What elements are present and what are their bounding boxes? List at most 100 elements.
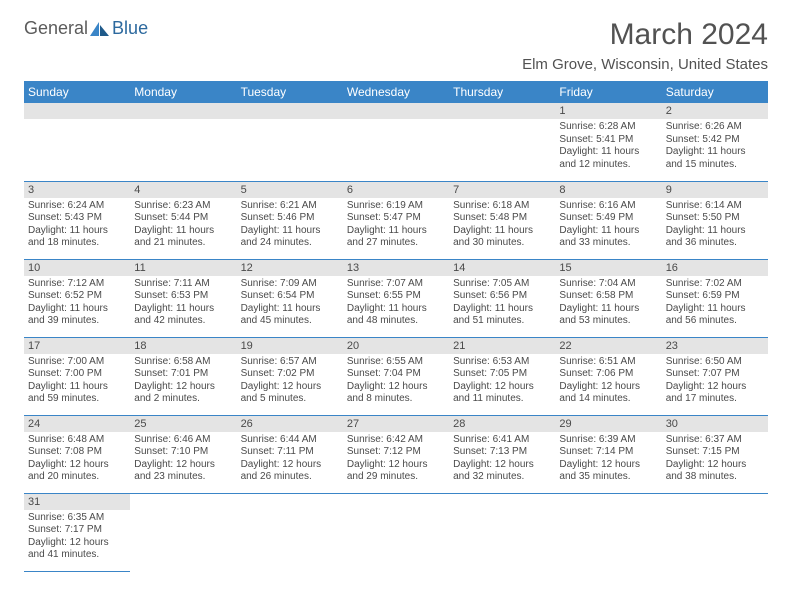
- day-body: Sunrise: 7:04 AMSunset: 6:58 PMDaylight:…: [555, 276, 661, 332]
- calendar-header: SundayMondayTuesdayWednesdayThursdayFrid…: [24, 81, 768, 103]
- calendar-cell: 26Sunrise: 6:44 AMSunset: 7:11 PMDayligh…: [237, 415, 343, 493]
- sunrise-text: Sunrise: 6:16 AM: [559, 200, 657, 213]
- day-number: 9: [662, 182, 768, 198]
- logo-text-blue: Blue: [112, 18, 148, 39]
- sunset-text: Sunset: 5:47 PM: [347, 212, 445, 225]
- daylight-text: Daylight: 11 hours and 53 minutes.: [559, 303, 657, 328]
- day-number: 29: [555, 416, 661, 432]
- sunrise-text: Sunrise: 6:23 AM: [134, 200, 232, 213]
- calendar-cell: 9Sunrise: 6:14 AMSunset: 5:50 PMDaylight…: [662, 181, 768, 259]
- day-body: Sunrise: 6:42 AMSunset: 7:12 PMDaylight:…: [343, 432, 449, 488]
- day-number: 17: [24, 338, 130, 354]
- sunset-text: Sunset: 6:58 PM: [559, 290, 657, 303]
- sunrise-text: Sunrise: 6:37 AM: [666, 434, 764, 447]
- day-body: Sunrise: 7:05 AMSunset: 6:56 PMDaylight:…: [449, 276, 555, 332]
- day-number: 26: [237, 416, 343, 432]
- sunset-text: Sunset: 7:08 PM: [28, 446, 126, 459]
- calendar-row: 1Sunrise: 6:28 AMSunset: 5:41 PMDaylight…: [24, 103, 768, 181]
- weekday-header: Friday: [555, 81, 661, 103]
- day-body: Sunrise: 7:07 AMSunset: 6:55 PMDaylight:…: [343, 276, 449, 332]
- calendar-cell: 15Sunrise: 7:04 AMSunset: 6:58 PMDayligh…: [555, 259, 661, 337]
- day-body: Sunrise: 6:24 AMSunset: 5:43 PMDaylight:…: [24, 198, 130, 254]
- day-number: 7: [449, 182, 555, 198]
- day-body: Sunrise: 6:26 AMSunset: 5:42 PMDaylight:…: [662, 119, 768, 175]
- weekday-header: Tuesday: [237, 81, 343, 103]
- day-number: 14: [449, 260, 555, 276]
- calendar-cell: [449, 493, 555, 571]
- calendar-cell: 31Sunrise: 6:35 AMSunset: 7:17 PMDayligh…: [24, 493, 130, 571]
- sunset-text: Sunset: 5:49 PM: [559, 212, 657, 225]
- daylight-text: Daylight: 11 hours and 36 minutes.: [666, 225, 764, 250]
- sunrise-text: Sunrise: 6:55 AM: [347, 356, 445, 369]
- calendar-cell: 3Sunrise: 6:24 AMSunset: 5:43 PMDaylight…: [24, 181, 130, 259]
- weekday-header: Sunday: [24, 81, 130, 103]
- day-number: 10: [24, 260, 130, 276]
- sunset-text: Sunset: 7:06 PM: [559, 368, 657, 381]
- day-number: 18: [130, 338, 236, 354]
- day-number: 22: [555, 338, 661, 354]
- header: General Blue March 2024: [24, 18, 768, 52]
- calendar-cell: 29Sunrise: 6:39 AMSunset: 7:14 PMDayligh…: [555, 415, 661, 493]
- calendar-cell: 8Sunrise: 6:16 AMSunset: 5:49 PMDaylight…: [555, 181, 661, 259]
- sunset-text: Sunset: 7:13 PM: [453, 446, 551, 459]
- sunrise-text: Sunrise: 7:02 AM: [666, 278, 764, 291]
- calendar-cell: 20Sunrise: 6:55 AMSunset: 7:04 PMDayligh…: [343, 337, 449, 415]
- calendar-cell: 22Sunrise: 6:51 AMSunset: 7:06 PMDayligh…: [555, 337, 661, 415]
- day-body: Sunrise: 6:28 AMSunset: 5:41 PMDaylight:…: [555, 119, 661, 175]
- daylight-text: Daylight: 12 hours and 2 minutes.: [134, 381, 232, 406]
- location-text: Elm Grove, Wisconsin, United States: [24, 56, 768, 73]
- day-number: 12: [237, 260, 343, 276]
- calendar-cell: 1Sunrise: 6:28 AMSunset: 5:41 PMDaylight…: [555, 103, 661, 181]
- sunset-text: Sunset: 6:59 PM: [666, 290, 764, 303]
- title-block: March 2024: [610, 18, 768, 52]
- day-body: Sunrise: 6:48 AMSunset: 7:08 PMDaylight:…: [24, 432, 130, 488]
- daylight-text: Daylight: 11 hours and 18 minutes.: [28, 225, 126, 250]
- sunrise-text: Sunrise: 6:41 AM: [453, 434, 551, 447]
- calendar-cell: 12Sunrise: 7:09 AMSunset: 6:54 PMDayligh…: [237, 259, 343, 337]
- sunrise-text: Sunrise: 7:00 AM: [28, 356, 126, 369]
- calendar-cell: 19Sunrise: 6:57 AMSunset: 7:02 PMDayligh…: [237, 337, 343, 415]
- day-body: Sunrise: 6:57 AMSunset: 7:02 PMDaylight:…: [237, 354, 343, 410]
- day-number: 28: [449, 416, 555, 432]
- sunset-text: Sunset: 5:44 PM: [134, 212, 232, 225]
- sunrise-text: Sunrise: 7:07 AM: [347, 278, 445, 291]
- daylight-text: Daylight: 12 hours and 41 minutes.: [28, 537, 126, 562]
- calendar-cell: 17Sunrise: 7:00 AMSunset: 7:00 PMDayligh…: [24, 337, 130, 415]
- calendar-cell: 11Sunrise: 7:11 AMSunset: 6:53 PMDayligh…: [130, 259, 236, 337]
- logo-sail-icon: [90, 22, 110, 36]
- calendar-body: 1Sunrise: 6:28 AMSunset: 5:41 PMDaylight…: [24, 103, 768, 571]
- day-number: 3: [24, 182, 130, 198]
- page-title: March 2024: [610, 18, 768, 52]
- weekday-header: Monday: [130, 81, 236, 103]
- day-body: Sunrise: 6:19 AMSunset: 5:47 PMDaylight:…: [343, 198, 449, 254]
- daylight-text: Daylight: 12 hours and 17 minutes.: [666, 381, 764, 406]
- day-body: Sunrise: 6:53 AMSunset: 7:05 PMDaylight:…: [449, 354, 555, 410]
- sunrise-text: Sunrise: 6:57 AM: [241, 356, 339, 369]
- calendar-cell: 2Sunrise: 6:26 AMSunset: 5:42 PMDaylight…: [662, 103, 768, 181]
- sunset-text: Sunset: 7:12 PM: [347, 446, 445, 459]
- calendar-row: 3Sunrise: 6:24 AMSunset: 5:43 PMDaylight…: [24, 181, 768, 259]
- day-body: Sunrise: 6:58 AMSunset: 7:01 PMDaylight:…: [130, 354, 236, 410]
- day-body: Sunrise: 7:00 AMSunset: 7:00 PMDaylight:…: [24, 354, 130, 410]
- calendar-cell: 30Sunrise: 6:37 AMSunset: 7:15 PMDayligh…: [662, 415, 768, 493]
- daylight-text: Daylight: 12 hours and 23 minutes.: [134, 459, 232, 484]
- daylight-text: Daylight: 11 hours and 12 minutes.: [559, 146, 657, 171]
- day-body: Sunrise: 6:51 AMSunset: 7:06 PMDaylight:…: [555, 354, 661, 410]
- calendar-cell: 10Sunrise: 7:12 AMSunset: 6:52 PMDayligh…: [24, 259, 130, 337]
- sunset-text: Sunset: 7:17 PM: [28, 524, 126, 537]
- calendar-cell: [343, 103, 449, 181]
- sunrise-text: Sunrise: 6:46 AM: [134, 434, 232, 447]
- sunset-text: Sunset: 6:52 PM: [28, 290, 126, 303]
- day-number: 11: [130, 260, 236, 276]
- sunset-text: Sunset: 5:43 PM: [28, 212, 126, 225]
- sunset-text: Sunset: 6:53 PM: [134, 290, 232, 303]
- daylight-text: Daylight: 11 hours and 59 minutes.: [28, 381, 126, 406]
- day-number: 4: [130, 182, 236, 198]
- day-body: Sunrise: 6:21 AMSunset: 5:46 PMDaylight:…: [237, 198, 343, 254]
- sunset-text: Sunset: 7:11 PM: [241, 446, 339, 459]
- day-number: 8: [555, 182, 661, 198]
- calendar-cell: [130, 493, 236, 571]
- sunrise-text: Sunrise: 6:35 AM: [28, 512, 126, 525]
- sunrise-text: Sunrise: 6:48 AM: [28, 434, 126, 447]
- logo: General Blue: [24, 18, 148, 39]
